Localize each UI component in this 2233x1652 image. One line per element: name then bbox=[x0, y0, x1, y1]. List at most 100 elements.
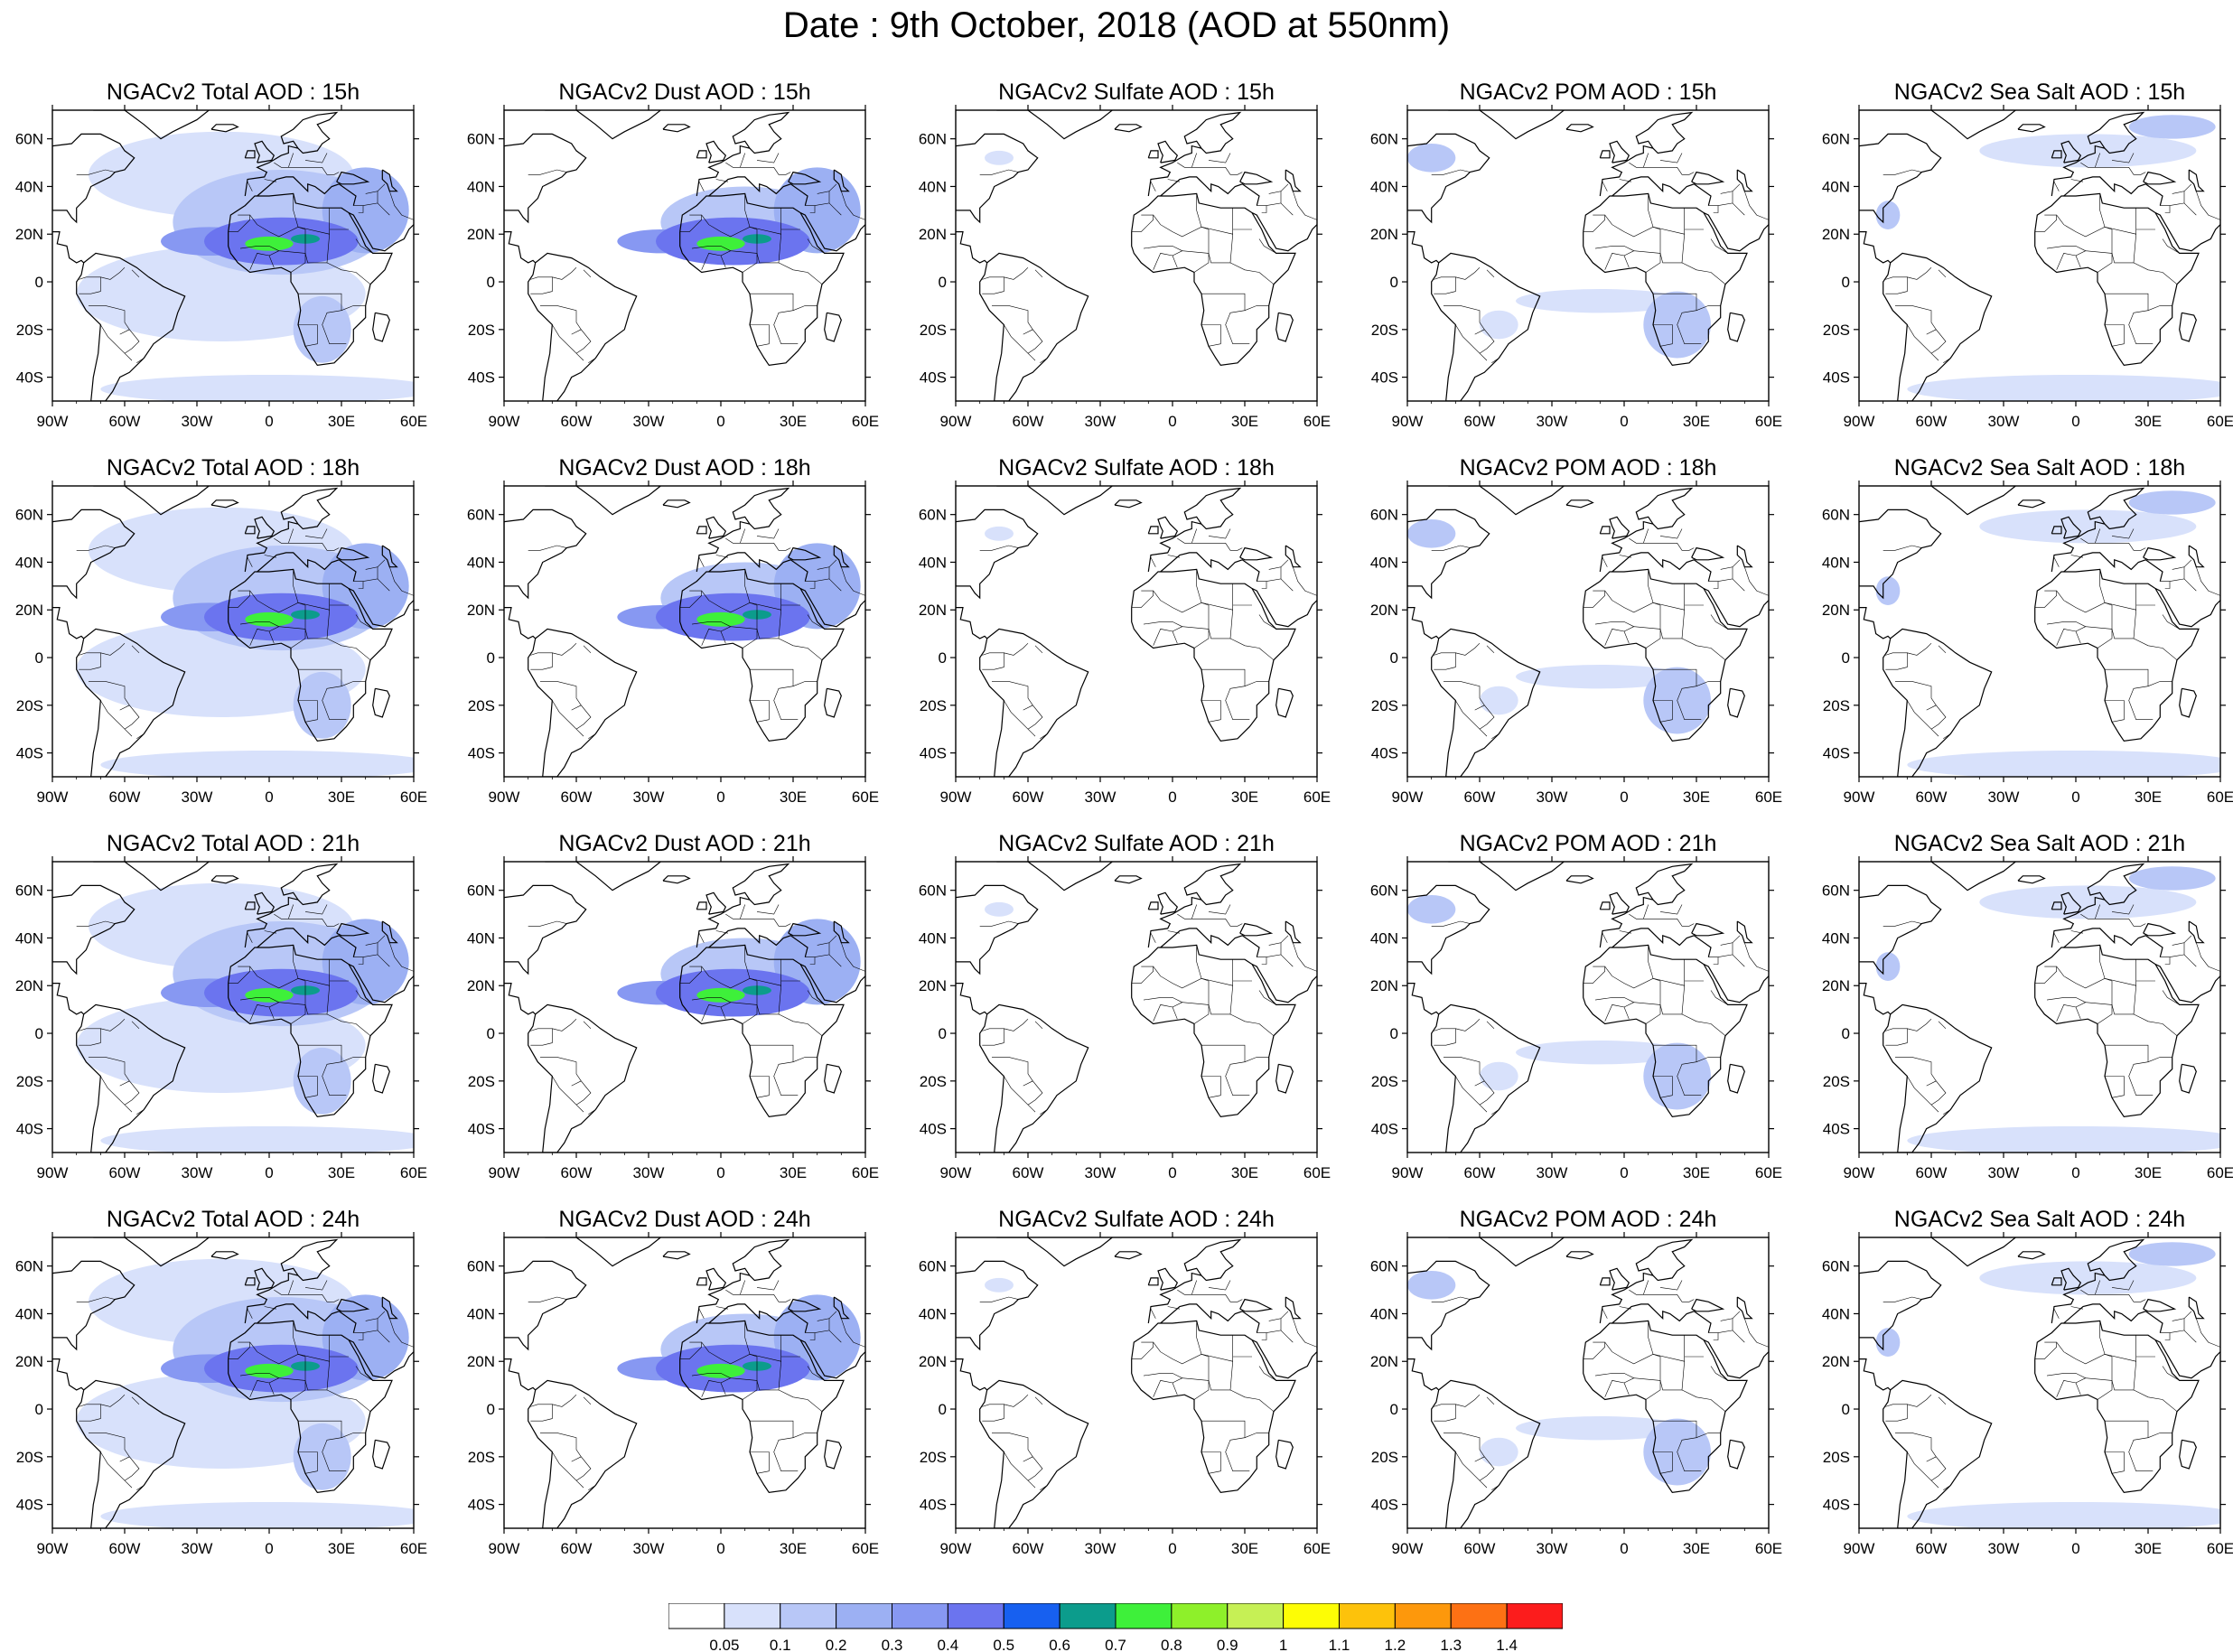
coastline-ireland bbox=[696, 150, 707, 159]
coastline-centralAmerica bbox=[1859, 231, 1892, 264]
country-border bbox=[1645, 605, 1661, 649]
coastline-africa bbox=[228, 568, 393, 742]
country-border bbox=[1643, 1280, 1649, 1295]
country-border bbox=[828, 559, 837, 567]
country-border bbox=[1040, 358, 1048, 364]
map-panel-total: NGACv2 Total AOD : 18h 90W 60W 30W 0 30E 60E 60… bbox=[0, 455, 427, 817]
lon-tick-label: 0 bbox=[1168, 789, 1176, 806]
coastline-mediterranean bbox=[2063, 928, 2163, 957]
map-frame bbox=[503, 1237, 866, 1529]
country-border bbox=[228, 590, 251, 608]
country-border bbox=[701, 629, 726, 646]
map-plot: 90W 60W 30W 0 30E 60E 60N 40N 20N 0 20S 40S bbox=[15, 856, 427, 1181]
map-plot: 90W 60W 30W 0 30E 60E 60N 40N 20N 0 20S 40S bbox=[15, 105, 427, 430]
country-border bbox=[1708, 1318, 1733, 1333]
lat-tick-label: 20S bbox=[1823, 322, 1850, 339]
country-border bbox=[2056, 1004, 2081, 1022]
lat-tick-label: 40S bbox=[468, 1497, 495, 1514]
country-border bbox=[1744, 942, 1769, 972]
country-border bbox=[268, 610, 330, 639]
country-border bbox=[249, 629, 275, 646]
coastline-greenland bbox=[545, 486, 661, 516]
lon-tick-label: 60W bbox=[561, 1164, 593, 1181]
map-frame bbox=[1858, 861, 2221, 1153]
country-border bbox=[1434, 1394, 1481, 1422]
lon-tick-label: 90W bbox=[940, 413, 972, 430]
lon-tick-label: 30W bbox=[1537, 1540, 1568, 1557]
country-border bbox=[1244, 1057, 1269, 1062]
country-border bbox=[2034, 214, 2058, 232]
colorbar-label: 1.3 bbox=[1440, 1637, 1462, 1652]
lat-tick-label: 20S bbox=[1371, 1449, 1398, 1466]
country-border bbox=[792, 305, 818, 311]
coastline-black bbox=[336, 546, 370, 561]
country-border bbox=[1004, 1451, 1036, 1489]
coastline-madagascar bbox=[824, 312, 842, 342]
country-border bbox=[809, 957, 816, 965]
coastline-mediterranean bbox=[1612, 928, 1712, 957]
country-border bbox=[1150, 1309, 1156, 1319]
country-border bbox=[2046, 621, 2086, 627]
country-border bbox=[89, 1057, 130, 1081]
lon-tick-label: 0 bbox=[1620, 789, 1628, 806]
country-border bbox=[1257, 191, 1282, 206]
country-border bbox=[979, 545, 1019, 551]
country-border bbox=[1681, 1013, 1726, 1036]
country-border bbox=[1648, 193, 1686, 235]
aod-field-blob bbox=[1480, 686, 1518, 715]
country-border bbox=[1280, 954, 1294, 967]
panel-title: NGACv2 Sulfate AOD : 15h bbox=[998, 79, 1275, 105]
coastline-arabia bbox=[1703, 963, 1769, 1003]
coastline-ireland bbox=[1147, 150, 1159, 159]
country-border bbox=[841, 191, 865, 220]
coastline-centralAmerica bbox=[52, 231, 85, 264]
coastline-europe bbox=[696, 111, 790, 197]
country-border bbox=[1696, 1057, 1721, 1062]
coastline-madagascar bbox=[824, 1063, 842, 1094]
map-panel-pom: NGACv2 POM AOD : 21h 90W 60W 30W 0 30E 60E 60N 4… bbox=[1355, 831, 1782, 1192]
lat-tick-label: 20S bbox=[468, 1449, 495, 1466]
coastline-northAmerica bbox=[956, 133, 1039, 224]
country-border bbox=[571, 705, 592, 730]
lat-tick-label: 60N bbox=[15, 882, 43, 900]
lat-tick-label: 40N bbox=[919, 929, 947, 947]
country-border bbox=[1034, 1396, 1043, 1405]
country-border bbox=[1659, 1280, 1683, 1291]
country-border bbox=[1261, 581, 1267, 589]
country-border bbox=[1653, 1420, 1702, 1472]
country-border bbox=[571, 1080, 592, 1106]
coastline-arabia bbox=[1251, 1339, 1317, 1379]
coastline-africa bbox=[1583, 944, 1748, 1118]
lon-tick-label: 90W bbox=[940, 1164, 972, 1181]
map-frame bbox=[503, 109, 866, 402]
lat-tick-label: 40S bbox=[1823, 745, 1850, 762]
lon-tick-label: 90W bbox=[37, 413, 69, 430]
coastline-northAmerica bbox=[52, 509, 135, 600]
aod-field-blob bbox=[696, 611, 745, 627]
country-border bbox=[1732, 935, 1741, 943]
country-border bbox=[956, 585, 957, 586]
colorbar-swatch bbox=[1171, 1603, 1229, 1629]
country-border bbox=[982, 1018, 1029, 1046]
country-border bbox=[2070, 1306, 2084, 1310]
country-border bbox=[725, 1289, 791, 1302]
lat-tick-label: 0 bbox=[1842, 274, 1850, 291]
panel-title: NGACv2 Sea Salt AOD : 21h bbox=[1893, 831, 2186, 856]
aod-field-blob bbox=[1407, 143, 1456, 173]
country-border bbox=[264, 930, 277, 934]
coastline-britain bbox=[1609, 1267, 1630, 1291]
country-border bbox=[1434, 1028, 1456, 1031]
lon-tick-label: 90W bbox=[1392, 1164, 1424, 1181]
country-border bbox=[982, 266, 1029, 294]
country-border bbox=[1455, 1076, 1488, 1113]
country-border bbox=[1196, 193, 1234, 235]
country-border bbox=[1732, 1330, 1745, 1343]
lat-tick-label: 20N bbox=[1822, 977, 1850, 994]
lon-tick-label: 0 bbox=[1168, 1540, 1176, 1557]
colorbar-swatch bbox=[668, 1603, 725, 1629]
lon-tick-label: 30E bbox=[780, 413, 807, 430]
country-border bbox=[1191, 904, 1197, 919]
country-border bbox=[2111, 528, 2135, 539]
country-border bbox=[1885, 1404, 1908, 1407]
country-border bbox=[1193, 981, 1210, 1024]
